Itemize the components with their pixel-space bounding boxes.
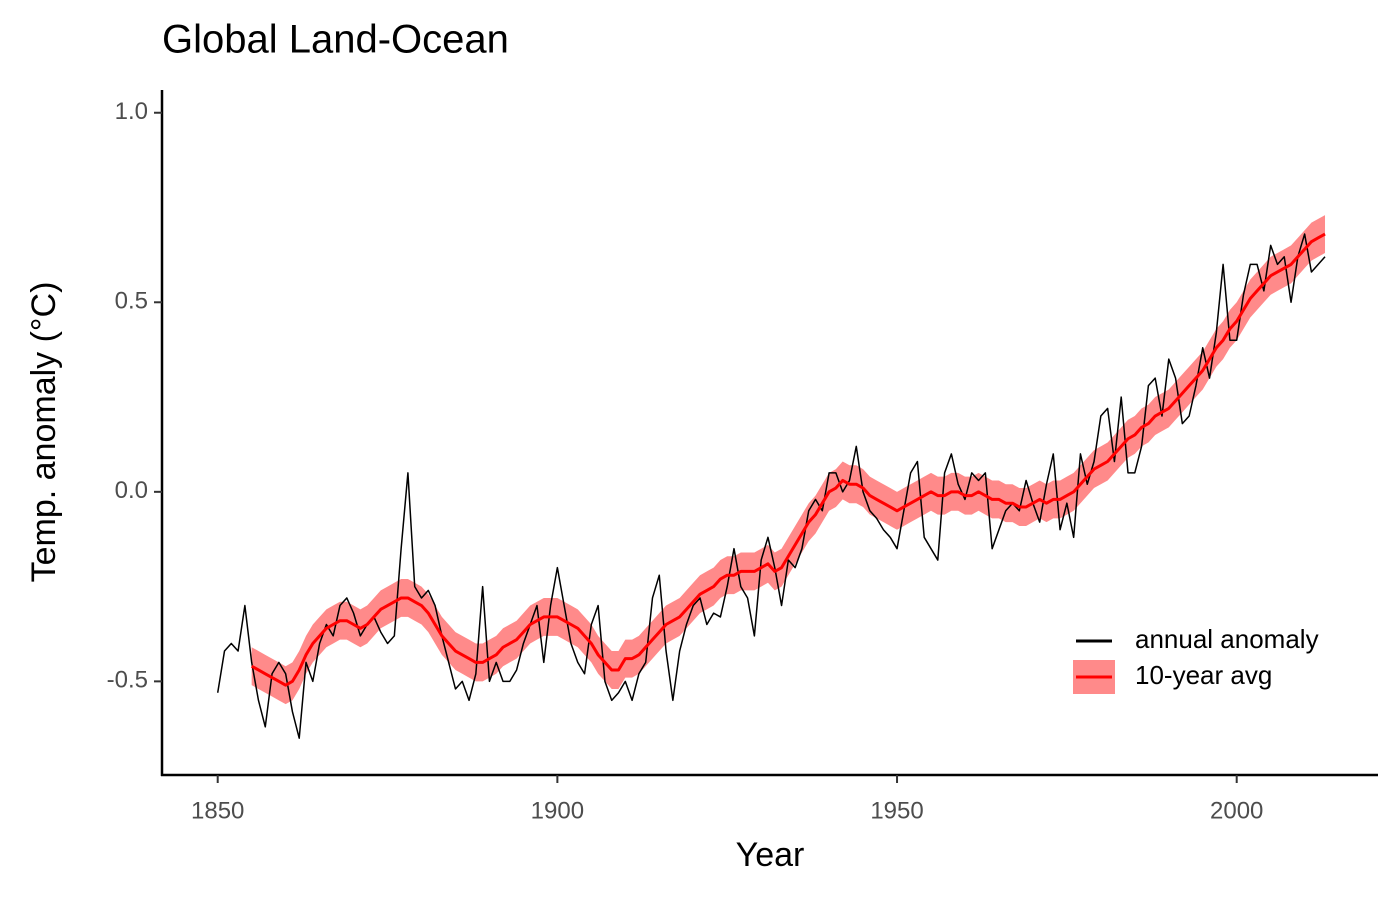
chart-title: Global Land-Ocean [162, 18, 509, 62]
y-tick-label: -0.5 [107, 667, 148, 694]
x-tick-label: 2000 [1210, 797, 1263, 824]
x-axis-title: Year [736, 836, 805, 874]
x-tick-label: 1850 [191, 797, 244, 824]
x-tick-label: 1950 [870, 797, 923, 824]
series-line [250, 232, 1326, 687]
legend-label: 10-year avg [1135, 660, 1272, 690]
y-tick-label: 0.0 [115, 477, 148, 504]
legend-label: annual anomaly [1135, 624, 1319, 654]
y-tick-label: 0.5 [115, 288, 148, 315]
series-line [216, 233, 1326, 739]
x-tick-label: 1900 [531, 797, 584, 824]
y-tick-label: 1.0 [115, 98, 148, 125]
y-axis-title: Temp. anomaly (°C) [25, 282, 63, 583]
